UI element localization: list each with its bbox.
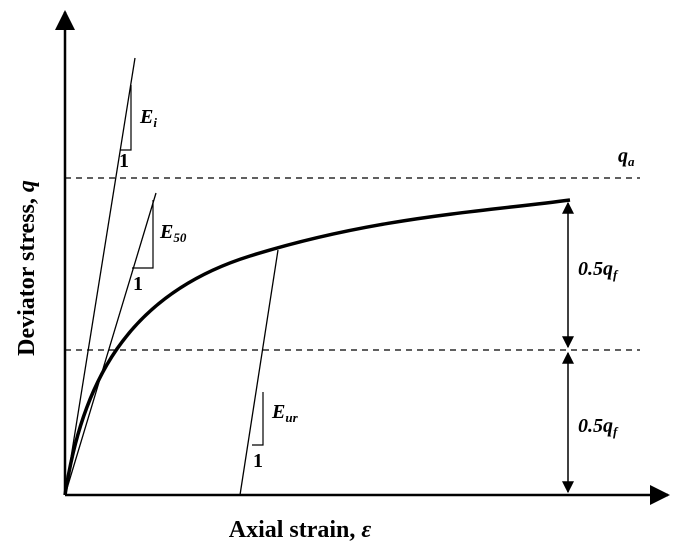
x-axis-label: Axial strain, ε [229,517,372,542]
slope-label: 1 [133,273,143,295]
symbol: ε [361,517,371,542]
subscript: 50 [173,230,187,245]
subscript: f [613,424,619,439]
text: 0.5q [578,415,613,437]
symbol: E [271,401,285,423]
unload-reload-line [239,249,279,496]
symbol: E [139,106,153,128]
slope-triangle [132,200,154,269]
slope-triangle [120,85,132,151]
text: 0.5q [578,258,613,280]
text: Deviator stress, [14,192,40,356]
symbol: E [159,221,173,243]
symbol: q [618,145,628,167]
half-label: 0.5qf [578,258,619,282]
y-axis-label: Deviator stress, q [14,180,40,356]
modulus-label: E50 [159,221,187,245]
subscript: i [153,115,157,130]
secant-modulus-line [64,192,157,496]
modulus-label: Eur [271,401,299,425]
modulus-label: Ei [139,106,157,130]
subscript: f [613,267,619,282]
slope-label: 1 [119,150,129,172]
subscript: a [628,154,635,169]
asymptote-label: qa [618,145,635,169]
slope-triangle [252,392,264,446]
stress-strain-curve [63,198,571,496]
initial-modulus-line [64,57,136,496]
text: Axial strain, [229,517,362,542]
subscript: ur [285,410,298,425]
slope-label: 1 [253,450,263,472]
symbol: q [14,180,40,192]
half-label: 0.5qf [578,415,619,439]
